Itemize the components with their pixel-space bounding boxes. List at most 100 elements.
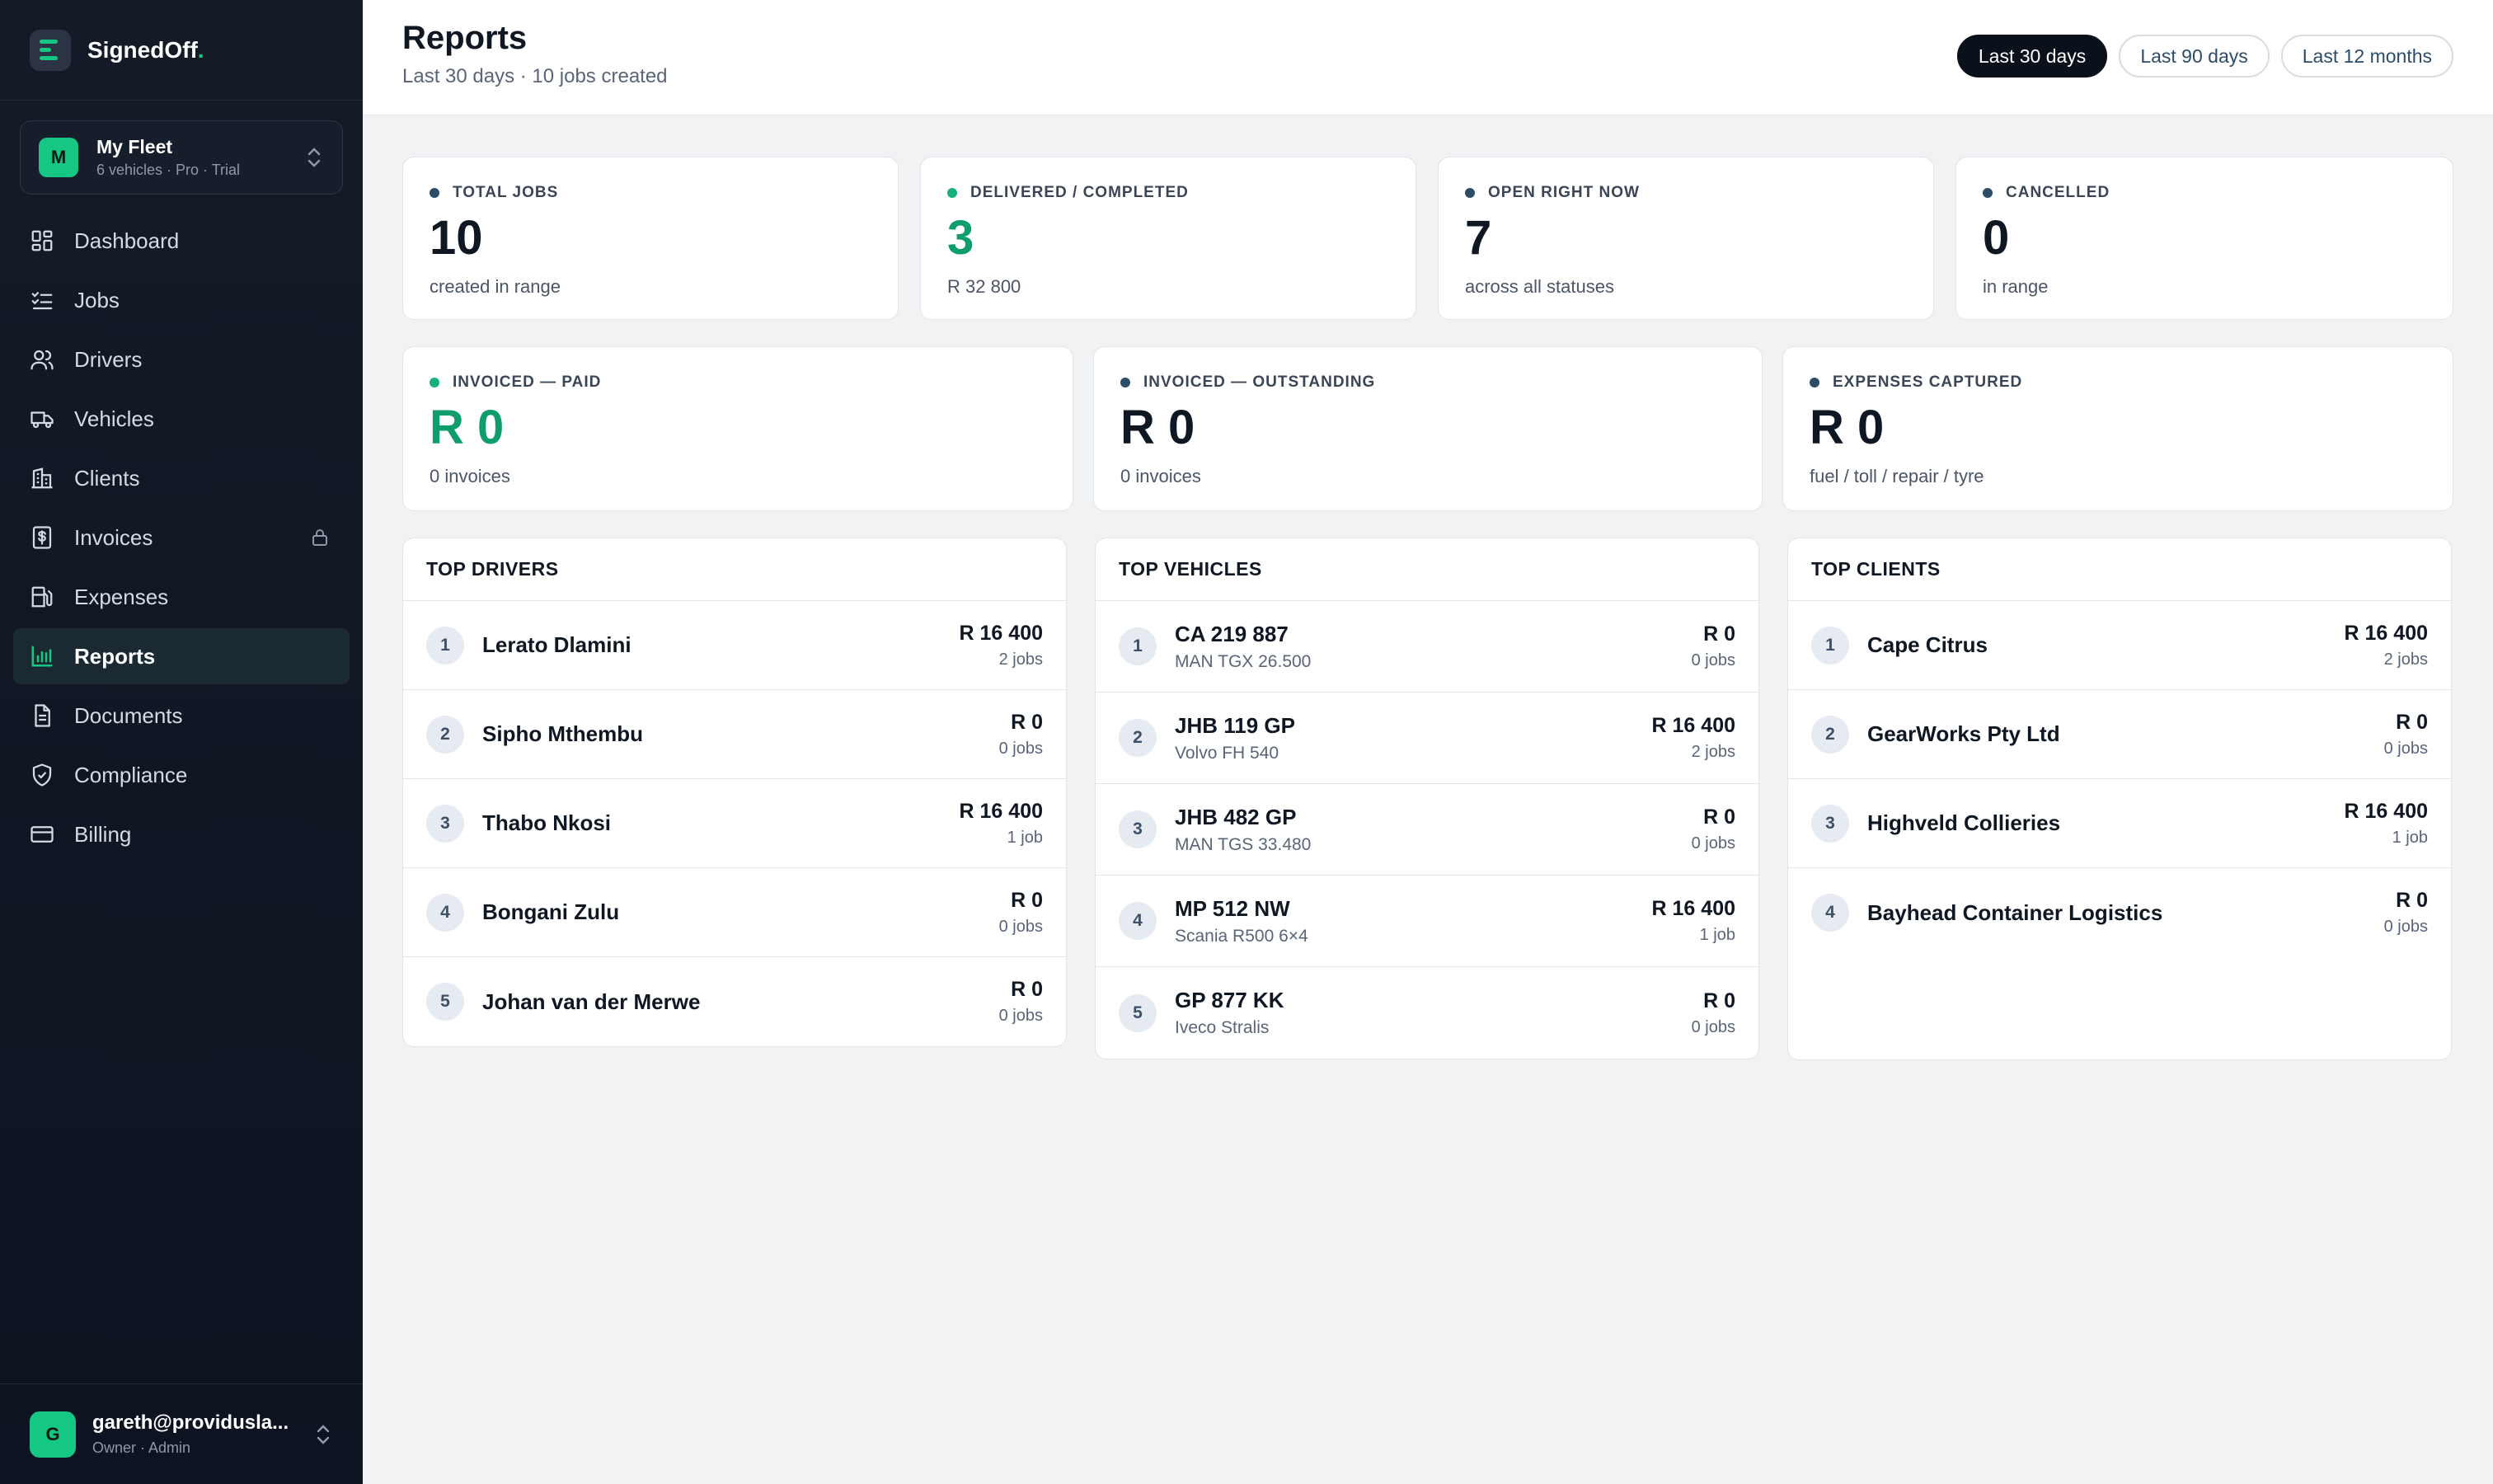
row-name: JHB 482 GP: [1175, 804, 1297, 829]
row-jobs: 0 jobs: [1691, 1017, 1735, 1036]
status-dot: [947, 188, 957, 198]
status-dot: [430, 188, 439, 198]
list-row[interactable]: 3 Highveld Collieries R 16 400 1 job: [1788, 779, 2451, 868]
row-amount: R 16 400: [1651, 897, 1735, 920]
status-dot: [1120, 378, 1130, 387]
nav-item-clients[interactable]: Clients: [13, 450, 350, 506]
stat-subtext: across all statuses: [1465, 276, 1614, 297]
row-amount: R 16 400: [2344, 799, 2428, 823]
sidebar: SignedOff. M My Fleet 6 vehicles · Pro ·…: [0, 0, 363, 1484]
row-name: Lerato Dlamini: [482, 632, 631, 657]
rank-badge: 2: [426, 715, 464, 754]
row-subtext: Iveco Stralis: [1175, 1018, 1270, 1037]
row-jobs: 0 jobs: [2383, 739, 2428, 758]
row-subtext: MAN TGS 33.480: [1175, 834, 1312, 854]
range-90-days-button[interactable]: Last 90 days: [2119, 35, 2270, 77]
list-row[interactable]: 1 CA 219 887 MAN TGX 26.500 R 0 0 jobs: [1096, 601, 1758, 693]
page-header: Reports Last 30 days · 10 jobs created L…: [363, 0, 2493, 115]
rank-badge: 3: [1811, 804, 1849, 843]
list-row[interactable]: 1 Lerato Dlamini R 16 400 2 jobs: [403, 601, 1066, 690]
row-jobs: 1 job: [1007, 828, 1043, 847]
stat-label: INVOICED — OUTSTANDING: [1143, 373, 1376, 391]
checklist-icon: [31, 292, 53, 310]
row-subtext: MAN TGX 26.500: [1175, 651, 1312, 671]
stat-label: DELIVERED / COMPLETED: [970, 184, 1189, 201]
nav-item-reports[interactable]: Reports: [13, 628, 350, 684]
list-row[interactable]: 5 GP 877 KK Iveco Stralis R 0 0 jobs: [1096, 967, 1758, 1059]
users-icon: [31, 350, 54, 370]
nav-label: Dashboard: [74, 228, 180, 253]
nav-label: Expenses: [74, 584, 169, 609]
brand[interactable]: SignedOff.: [0, 0, 363, 101]
user-role: Owner · Admin: [92, 1439, 191, 1456]
fleet-avatar: M: [39, 138, 78, 177]
top-drivers-card: TOP DRIVERS 1 Lerato Dlamini R 16 400 2 job…: [402, 538, 1067, 1047]
stat-subtext: 0 invoices: [430, 466, 510, 486]
row-name: Johan van der Merwe: [482, 989, 701, 1014]
row-amount: R 0: [2396, 889, 2428, 912]
list-row[interactable]: 2 GearWorks Pty Ltd R 0 0 jobs: [1788, 690, 2451, 779]
status-dot: [1465, 188, 1475, 198]
rank-badge: 5: [426, 983, 464, 1021]
nav-label: Billing: [74, 821, 132, 847]
user-avatar: G: [30, 1411, 76, 1458]
row-amount: R 0: [1703, 989, 1735, 1012]
nav-item-documents[interactable]: Documents: [13, 688, 350, 744]
nav-label: Drivers: [74, 346, 143, 372]
row-jobs: 0 jobs: [998, 739, 1043, 758]
stat-label: INVOICED — PAID: [453, 373, 602, 391]
row-name: MP 512 NW: [1175, 895, 1290, 921]
rank-badge: 4: [426, 893, 464, 932]
nav-item-billing[interactable]: Billing: [13, 806, 350, 862]
list-row[interactable]: 3 Thabo Nkosi R 16 400 1 job: [403, 779, 1066, 868]
range-30-days-button[interactable]: Last 30 days: [1956, 35, 2108, 77]
chevron-updown-icon: [317, 1424, 330, 1444]
list-row[interactable]: 4 MP 512 NW Scania R500 6×4 R 16 400 1 job: [1096, 876, 1758, 967]
shield-icon: [32, 763, 52, 787]
stat-value: R 0: [1810, 401, 1885, 454]
stat-card-cancelled: CANCELLED 0 in range: [1955, 157, 2453, 320]
nav-item-expenses[interactable]: Expenses: [13, 569, 350, 625]
user-menu[interactable]: G gareth@providusla... Owner · Admin: [0, 1383, 363, 1484]
list-row[interactable]: 4 Bayhead Container Logistics R 0 0 jobs: [1788, 868, 2451, 957]
row-name: Highveld Collieries: [1867, 810, 2061, 835]
stat-value: R 0: [430, 401, 505, 454]
nav-item-drivers[interactable]: Drivers: [13, 331, 350, 387]
row-jobs: 0 jobs: [1691, 834, 1735, 852]
main-nav: Dashboard Jobs Drivers Vehicles Clients …: [13, 213, 350, 866]
list-row[interactable]: 1 Cape Citrus R 16 400 2 jobs: [1788, 601, 2451, 690]
list-row[interactable]: 3 JHB 482 GP MAN TGS 33.480 R 0 0 jobs: [1096, 784, 1758, 876]
stat-subtext: fuel / toll / repair / tyre: [1810, 466, 1984, 486]
row-jobs: 0 jobs: [1691, 651, 1735, 669]
stat-card-open: OPEN RIGHT NOW 7 across all statuses: [1438, 157, 1934, 320]
row-amount: R 0: [2396, 710, 2428, 734]
nav-item-dashboard[interactable]: Dashboard: [13, 213, 350, 269]
nav-item-invoices[interactable]: Invoices: [13, 510, 350, 566]
range-12-months-button[interactable]: Last 12 months: [2280, 35, 2453, 77]
list-row[interactable]: 2 Sipho Mthembu R 0 0 jobs: [403, 690, 1066, 779]
stat-label: EXPENSES CAPTURED: [1833, 373, 2023, 391]
list-row[interactable]: 5 Johan van der Merwe R 0 0 jobs: [403, 957, 1066, 1046]
main-content: Reports Last 30 days · 10 jobs created L…: [363, 0, 2493, 1484]
row-amount: R 16 400: [1651, 714, 1735, 737]
rank-badge: 1: [1119, 627, 1157, 665]
row-jobs: 1 job: [1699, 926, 1735, 944]
list-row[interactable]: 4 Bongani Zulu R 0 0 jobs: [403, 868, 1066, 957]
list-row[interactable]: 2 JHB 119 GP Volvo FH 540 R 16 400 2 jobs: [1096, 693, 1758, 784]
page-subtitle: Last 30 days · 10 jobs created: [402, 65, 668, 87]
nav-label: Documents: [74, 702, 183, 728]
rank-badge: 3: [1119, 810, 1157, 848]
bar-chart-icon: [31, 646, 53, 667]
fleet-switcher[interactable]: M My Fleet 6 vehicles · Pro · Trial: [20, 120, 343, 195]
row-amount: R 16 400: [959, 799, 1043, 823]
row-name: CA 219 887: [1175, 621, 1289, 646]
nav-item-vehicles[interactable]: Vehicles: [13, 391, 350, 447]
nav-item-compliance[interactable]: Compliance: [13, 747, 350, 803]
logo-icon: [30, 29, 71, 71]
stat-label: TOTAL JOBS: [453, 184, 559, 201]
stat-value: 7: [1465, 211, 1492, 265]
lock-icon: [312, 529, 327, 546]
nav-item-jobs[interactable]: Jobs: [13, 272, 350, 328]
row-amount: R 0: [1703, 622, 1735, 646]
stat-subtext: 0 invoices: [1120, 466, 1201, 486]
